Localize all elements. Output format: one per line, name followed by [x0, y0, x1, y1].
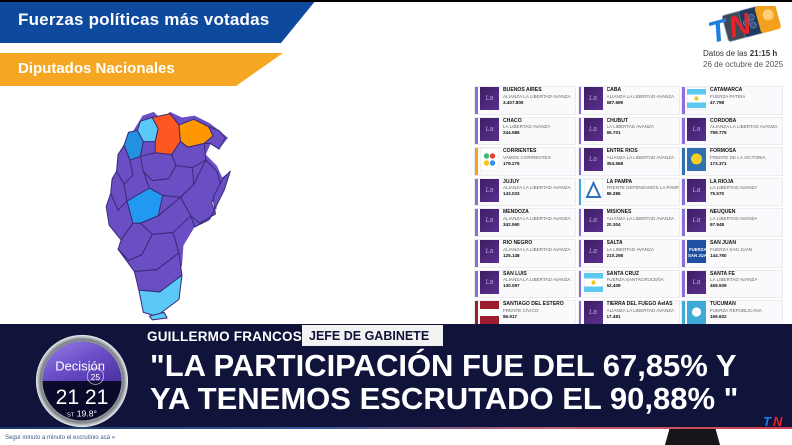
svg-text:T: T — [763, 415, 772, 428]
svg-text:25: 25 — [91, 372, 101, 382]
svg-text:N: N — [773, 415, 783, 428]
svg-text:FUERZA: FUERZA — [689, 247, 706, 252]
svg-text:SAN JUAN: SAN JUAN — [688, 253, 706, 258]
svg-text:21 21: 21 21 — [56, 386, 109, 409]
